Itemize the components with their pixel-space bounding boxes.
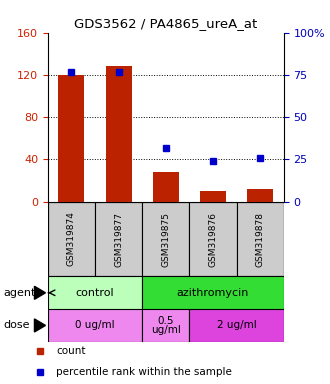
Text: GSM319875: GSM319875: [161, 212, 170, 266]
Text: control: control: [76, 288, 115, 298]
Bar: [142, 309, 189, 342]
Bar: [95, 202, 142, 276]
Bar: [237, 202, 284, 276]
Text: GSM319874: GSM319874: [67, 212, 76, 266]
Bar: [106, 66, 132, 202]
Polygon shape: [34, 286, 46, 300]
Bar: [142, 202, 189, 276]
Bar: [142, 276, 284, 309]
Text: 0 ug/ml: 0 ug/ml: [75, 320, 115, 331]
Bar: [200, 191, 226, 202]
Bar: [189, 309, 284, 342]
Text: dose: dose: [3, 320, 30, 331]
Text: 0.5
ug/ml: 0.5 ug/ml: [151, 316, 181, 335]
Text: agent: agent: [3, 288, 36, 298]
Text: azithromycin: azithromycin: [177, 288, 249, 298]
Bar: [58, 75, 84, 202]
Bar: [247, 189, 273, 202]
Text: 2 ug/ml: 2 ug/ml: [217, 320, 256, 331]
Polygon shape: [34, 319, 46, 332]
Bar: [153, 172, 179, 202]
Bar: [48, 276, 142, 309]
Text: GSM319876: GSM319876: [209, 212, 217, 266]
Text: count: count: [56, 346, 85, 356]
Bar: [48, 202, 95, 276]
Bar: [189, 202, 237, 276]
Text: GSM319878: GSM319878: [256, 212, 265, 266]
Bar: [48, 309, 142, 342]
Text: GSM319877: GSM319877: [114, 212, 123, 266]
Title: GDS3562 / PA4865_ureA_at: GDS3562 / PA4865_ureA_at: [74, 17, 257, 30]
Text: percentile rank within the sample: percentile rank within the sample: [56, 367, 232, 377]
